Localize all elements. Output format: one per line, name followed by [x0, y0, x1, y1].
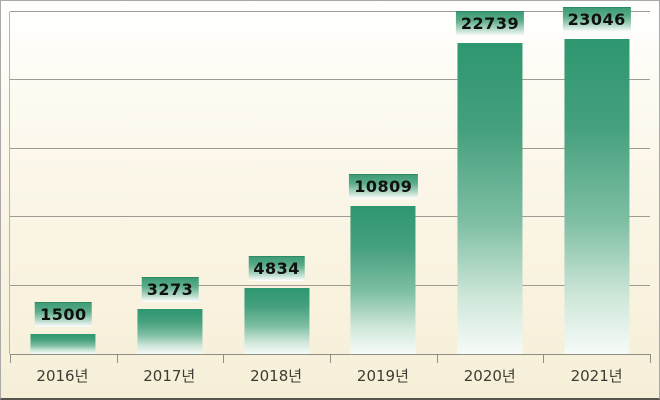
- value-label-2021: 23046: [562, 6, 631, 32]
- bar-2018: [244, 287, 310, 354]
- value-label-2019: 10809: [349, 174, 418, 200]
- bar-2016: [30, 333, 96, 354]
- plot-area: 1500 3273 4834 10809 22739 23046: [9, 6, 651, 363]
- value-label-2016: 1500: [35, 301, 92, 327]
- x-axis-label-2016: 2016년: [36, 367, 89, 385]
- x-axis-label-2021: 2021년: [570, 367, 623, 385]
- x-axis-tick: [223, 354, 225, 363]
- gridline-15000: [10, 147, 650, 149]
- x-axis-label-2020: 2020년: [463, 367, 516, 385]
- x-axis-label-2019: 2019년: [356, 367, 409, 385]
- x-axis-labels: 2016년 2017년 2018년 2019년 2020년 2021년: [9, 354, 650, 398]
- gridline-10000: [10, 216, 650, 218]
- bar-2019: [350, 206, 416, 354]
- x-axis-tick: [330, 354, 331, 363]
- x-axis-tick: [650, 354, 651, 363]
- gridline-5000: [10, 284, 650, 286]
- gridline-20000: [10, 79, 650, 81]
- bar-2021: [564, 38, 630, 354]
- bar-2020: [457, 42, 523, 354]
- value-label-2018: 4834: [248, 255, 305, 281]
- x-axis-tick: [10, 354, 11, 363]
- x-axis-label-2017: 2017년: [143, 367, 196, 385]
- x-axis-label-2018: 2018년: [250, 367, 303, 385]
- value-label-2020: 22739: [455, 10, 525, 36]
- value-label-2017: 3273: [141, 277, 199, 303]
- gridline-25000: [10, 11, 650, 12]
- x-axis-tick: [543, 354, 545, 363]
- bar-2017: [137, 309, 203, 354]
- x-axis-tick: [436, 354, 438, 363]
- x-axis-tick: [116, 354, 118, 363]
